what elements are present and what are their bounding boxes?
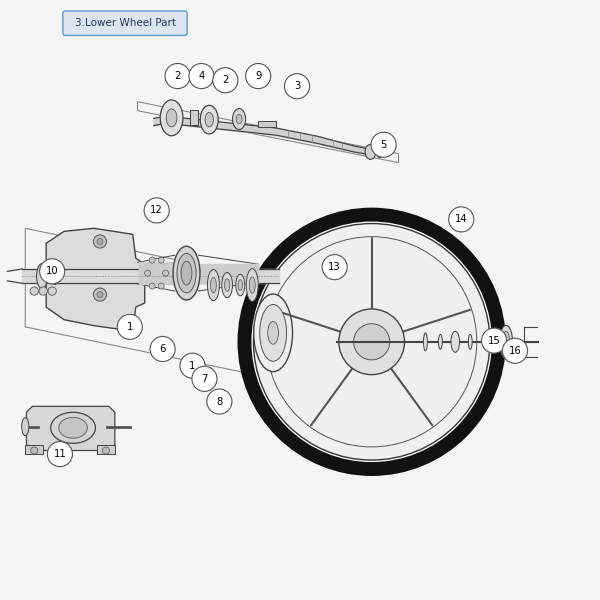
Ellipse shape: [50, 412, 95, 443]
Circle shape: [284, 74, 310, 99]
Circle shape: [48, 287, 56, 295]
Ellipse shape: [160, 100, 183, 136]
Circle shape: [339, 309, 404, 374]
Ellipse shape: [246, 269, 258, 301]
Ellipse shape: [222, 272, 233, 298]
Circle shape: [149, 283, 155, 289]
Ellipse shape: [181, 261, 192, 285]
Circle shape: [94, 235, 107, 248]
Circle shape: [97, 238, 103, 244]
Text: 4: 4: [199, 71, 205, 81]
Ellipse shape: [439, 334, 442, 349]
Circle shape: [165, 64, 190, 89]
FancyBboxPatch shape: [63, 11, 187, 35]
Circle shape: [40, 259, 65, 284]
Ellipse shape: [233, 109, 245, 130]
Ellipse shape: [424, 333, 427, 351]
Text: 8: 8: [216, 397, 223, 407]
Text: 7: 7: [201, 374, 208, 384]
Circle shape: [163, 270, 169, 276]
Text: 15: 15: [488, 335, 500, 346]
Circle shape: [149, 257, 155, 263]
Ellipse shape: [468, 334, 472, 349]
Bar: [190, 110, 199, 125]
Ellipse shape: [22, 418, 29, 436]
Circle shape: [103, 447, 109, 454]
Ellipse shape: [254, 294, 293, 371]
Ellipse shape: [224, 279, 230, 292]
Circle shape: [47, 442, 73, 467]
Ellipse shape: [365, 145, 376, 160]
Text: 11: 11: [53, 449, 66, 459]
Circle shape: [482, 328, 506, 353]
Text: 9: 9: [255, 71, 262, 81]
Ellipse shape: [249, 277, 255, 293]
Text: 10: 10: [46, 266, 58, 277]
Circle shape: [245, 64, 271, 89]
Circle shape: [192, 366, 217, 391]
Ellipse shape: [499, 325, 512, 358]
Text: 16: 16: [509, 346, 521, 356]
Ellipse shape: [502, 331, 509, 352]
Text: 3.Lower Wheel Part: 3.Lower Wheel Part: [74, 18, 176, 28]
Text: 14: 14: [455, 214, 467, 224]
Circle shape: [253, 224, 490, 460]
Ellipse shape: [173, 246, 200, 300]
Ellipse shape: [205, 112, 214, 127]
Text: 5: 5: [380, 140, 387, 150]
Circle shape: [94, 288, 107, 301]
Circle shape: [97, 292, 103, 298]
Text: 2: 2: [222, 75, 229, 85]
Text: 2: 2: [175, 71, 181, 81]
Circle shape: [158, 283, 164, 289]
Circle shape: [213, 68, 238, 93]
Circle shape: [353, 324, 390, 360]
Ellipse shape: [451, 331, 460, 352]
Ellipse shape: [208, 269, 220, 301]
Text: 6: 6: [160, 344, 166, 354]
Text: 1: 1: [190, 361, 196, 371]
Text: 1: 1: [127, 322, 133, 332]
Circle shape: [158, 257, 164, 263]
Ellipse shape: [211, 277, 217, 293]
Text: 12: 12: [150, 205, 163, 215]
Ellipse shape: [260, 304, 287, 361]
Circle shape: [207, 389, 232, 414]
Ellipse shape: [37, 263, 47, 289]
Circle shape: [180, 353, 205, 378]
Ellipse shape: [268, 322, 278, 344]
Ellipse shape: [166, 109, 177, 127]
Polygon shape: [25, 445, 43, 454]
Ellipse shape: [238, 280, 242, 290]
Text: 3: 3: [294, 81, 300, 91]
Ellipse shape: [52, 268, 58, 284]
Circle shape: [449, 207, 474, 232]
Circle shape: [30, 287, 38, 295]
Ellipse shape: [236, 274, 245, 296]
Ellipse shape: [177, 253, 196, 293]
Text: 13: 13: [328, 262, 341, 272]
Circle shape: [39, 287, 47, 295]
Circle shape: [145, 270, 151, 276]
Circle shape: [189, 64, 214, 89]
Circle shape: [244, 215, 499, 469]
Circle shape: [322, 254, 347, 280]
Ellipse shape: [376, 146, 383, 158]
Circle shape: [150, 337, 175, 362]
Polygon shape: [97, 445, 115, 454]
Circle shape: [31, 447, 38, 454]
Polygon shape: [26, 406, 115, 451]
Ellipse shape: [236, 114, 242, 124]
Polygon shape: [46, 229, 145, 331]
Ellipse shape: [200, 106, 218, 134]
Circle shape: [371, 132, 396, 157]
Ellipse shape: [59, 418, 88, 438]
Bar: [258, 121, 276, 127]
Circle shape: [144, 198, 169, 223]
Circle shape: [117, 314, 142, 340]
Circle shape: [502, 338, 527, 364]
